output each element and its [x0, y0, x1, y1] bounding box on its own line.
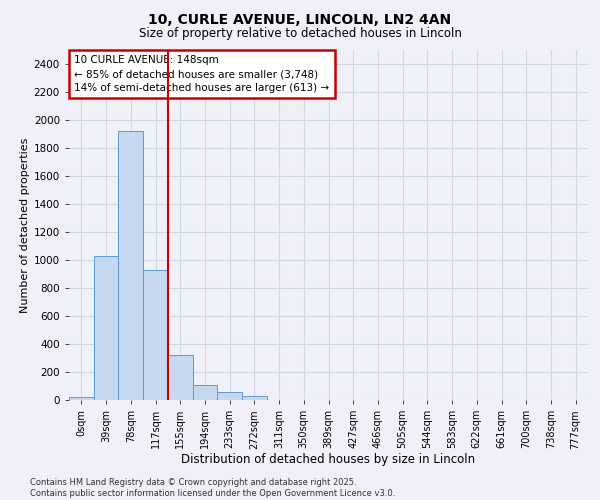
Bar [69, 397, 94, 400]
Bar [242, 396, 267, 400]
Text: Size of property relative to detached houses in Lincoln: Size of property relative to detached ho… [139, 28, 461, 40]
Y-axis label: Number of detached properties: Number of detached properties [20, 138, 29, 312]
Text: 10, CURLE AVENUE, LINCOLN, LN2 4AN: 10, CURLE AVENUE, LINCOLN, LN2 4AN [148, 12, 452, 26]
Bar [143, 270, 168, 400]
Bar [94, 256, 118, 400]
X-axis label: Distribution of detached houses by size in Lincoln: Distribution of detached houses by size … [181, 452, 476, 466]
Text: 10 CURLE AVENUE: 148sqm
← 85% of detached houses are smaller (3,748)
14% of semi: 10 CURLE AVENUE: 148sqm ← 85% of detache… [74, 56, 329, 94]
Bar [118, 131, 143, 400]
Bar [217, 392, 242, 400]
Bar [193, 384, 217, 400]
Bar [168, 355, 193, 400]
Text: Contains HM Land Registry data © Crown copyright and database right 2025.
Contai: Contains HM Land Registry data © Crown c… [30, 478, 395, 498]
